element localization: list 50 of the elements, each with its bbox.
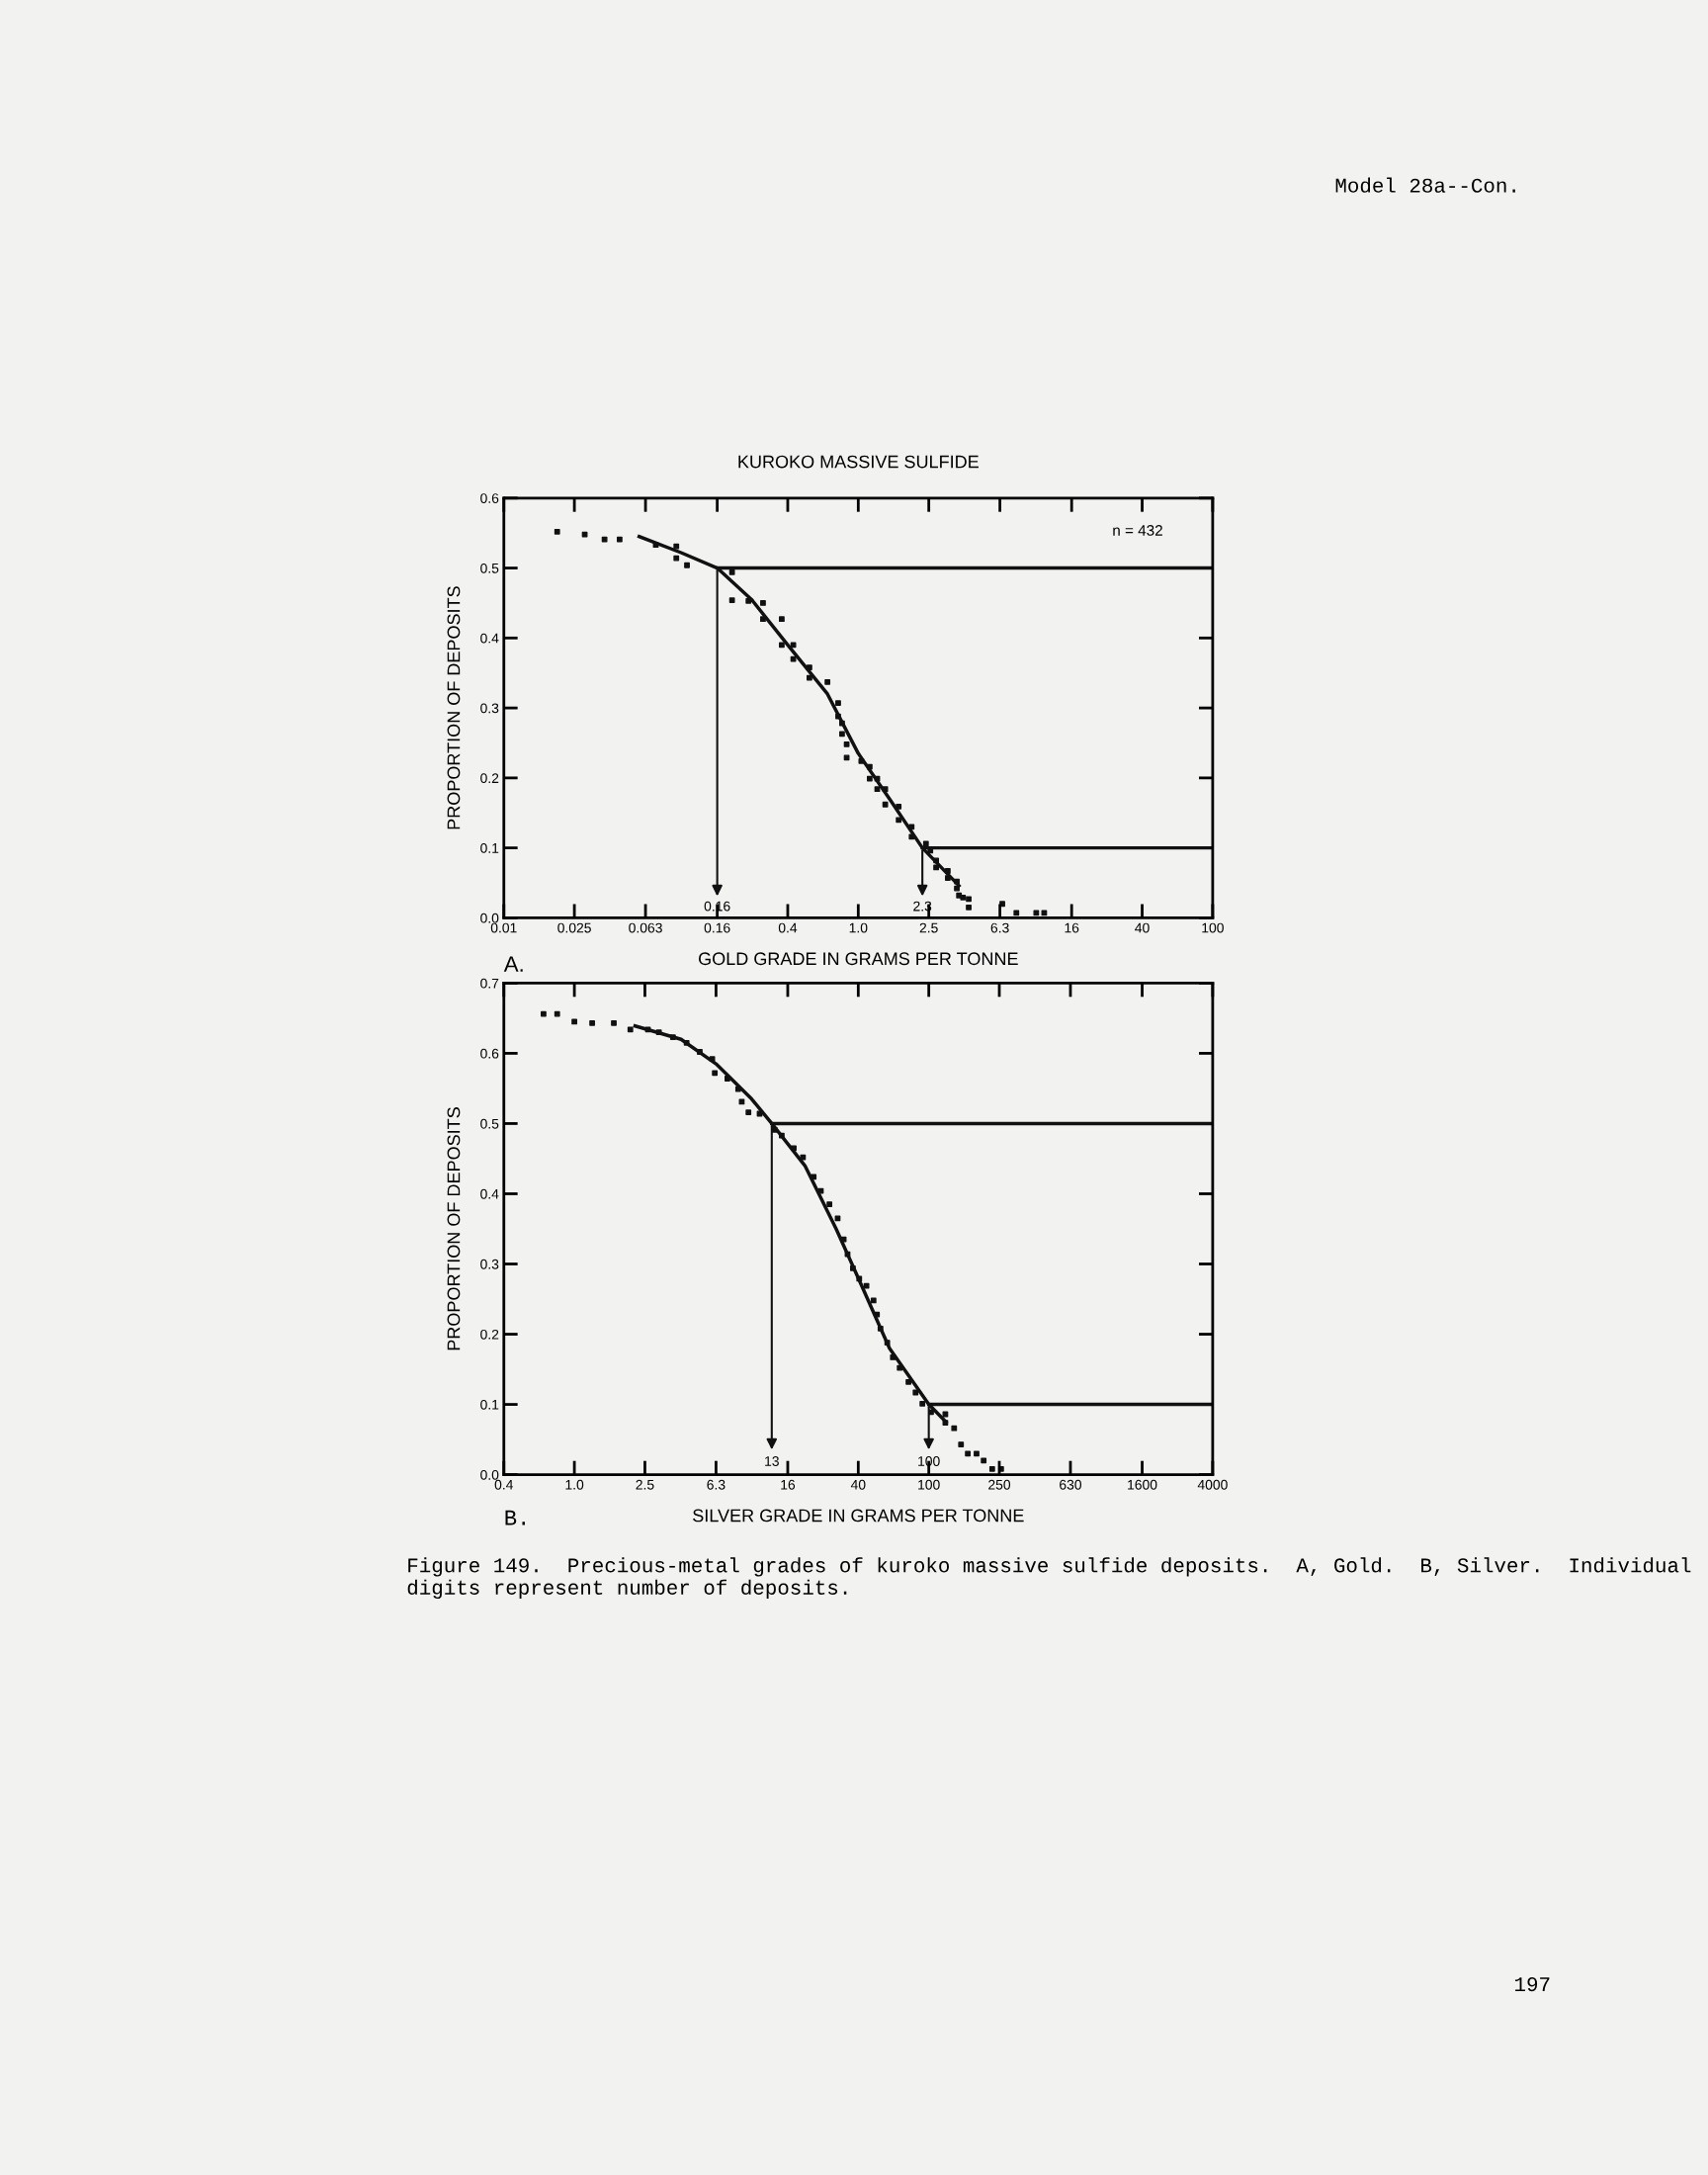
y-axis-title: PROPORTION OF DEPOSITS [447, 586, 461, 829]
text: A. [503, 956, 523, 972]
y-tick-label: 0.6 [480, 493, 499, 503]
x-tick-label: 250 [988, 1479, 1011, 1490]
x-tick-label: 0.16 [704, 922, 730, 933]
y-tick-label: 0.1 [480, 842, 499, 853]
x-tick-label: 0.063 [629, 922, 662, 933]
x-tick-label: 1600 [1128, 1479, 1157, 1490]
x-tick-label: 1.0 [565, 1479, 584, 1490]
x-tick-label: 6.3 [990, 922, 1009, 933]
text: Model 28a--Con. [1335, 177, 1515, 193]
x-tick-label: 0.4 [494, 1479, 514, 1490]
y-tick-label: 0.5 [480, 563, 499, 573]
x-tick-label: 40 [850, 1479, 866, 1490]
x-tick-label: 0.4 [778, 922, 798, 933]
x-tick-label: 16 [1065, 922, 1079, 933]
x-tick-label: 0.025 [557, 922, 591, 933]
y-tick-label: 0.4 [480, 1188, 499, 1199]
y-tick-label: 0.4 [480, 633, 499, 644]
chart-title: KUROKO MASSIVE SULFIDE [738, 455, 979, 469]
annotation: 13 [765, 1456, 779, 1466]
y-tick-label: 0.3 [480, 1259, 499, 1269]
y-tick-label: 0.5 [480, 1118, 499, 1129]
x-axis-title: SILVER GRADE IN GRAMS PER TONNE [693, 1509, 1024, 1522]
y-tick-label: 0.7 [480, 978, 499, 989]
annotation: n = 432 [1113, 525, 1162, 536]
x-tick-label: 1.0 [849, 922, 868, 933]
text: 197 [1515, 1977, 1550, 1992]
text: B. [505, 1510, 526, 1525]
caption: Figure 149. Precious-metal grades of kuroko massive sulfide deposits. A, Gold. B, Silver. Individual digits represent number of deposits. [407, 1557, 1691, 1600]
x-tick-label: 6.3 [707, 1479, 726, 1490]
x-tick-label: 2.5 [919, 922, 938, 933]
y-tick-label: 0.2 [480, 773, 499, 784]
y-tick-label: 0.6 [480, 1048, 499, 1059]
x-tick-label: 16 [781, 1479, 796, 1490]
y-axis-title: PROPORTION OF DEPOSITS [447, 1107, 461, 1350]
x-tick-label: 40 [1135, 922, 1150, 933]
x-tick-label: 2.5 [636, 1479, 654, 1490]
annotation: 100 [918, 1456, 940, 1466]
x-tick-label: 100 [1202, 922, 1224, 933]
x-tick-label: 100 [918, 1479, 940, 1490]
x-tick-label: 4000 [1197, 1479, 1228, 1490]
y-tick-label: 0.0 [480, 1469, 499, 1480]
y-tick-label: 0.2 [480, 1329, 499, 1340]
x-axis-title: GOLD GRADE IN GRAMS PER TONNE [699, 952, 1018, 966]
y-tick-label: 0.1 [480, 1399, 499, 1410]
y-tick-label: 0.3 [480, 703, 499, 714]
x-tick-label: 630 [1060, 1479, 1082, 1490]
y-tick-label: 0.0 [480, 913, 499, 923]
x-tick-label: 0.01 [490, 922, 517, 933]
